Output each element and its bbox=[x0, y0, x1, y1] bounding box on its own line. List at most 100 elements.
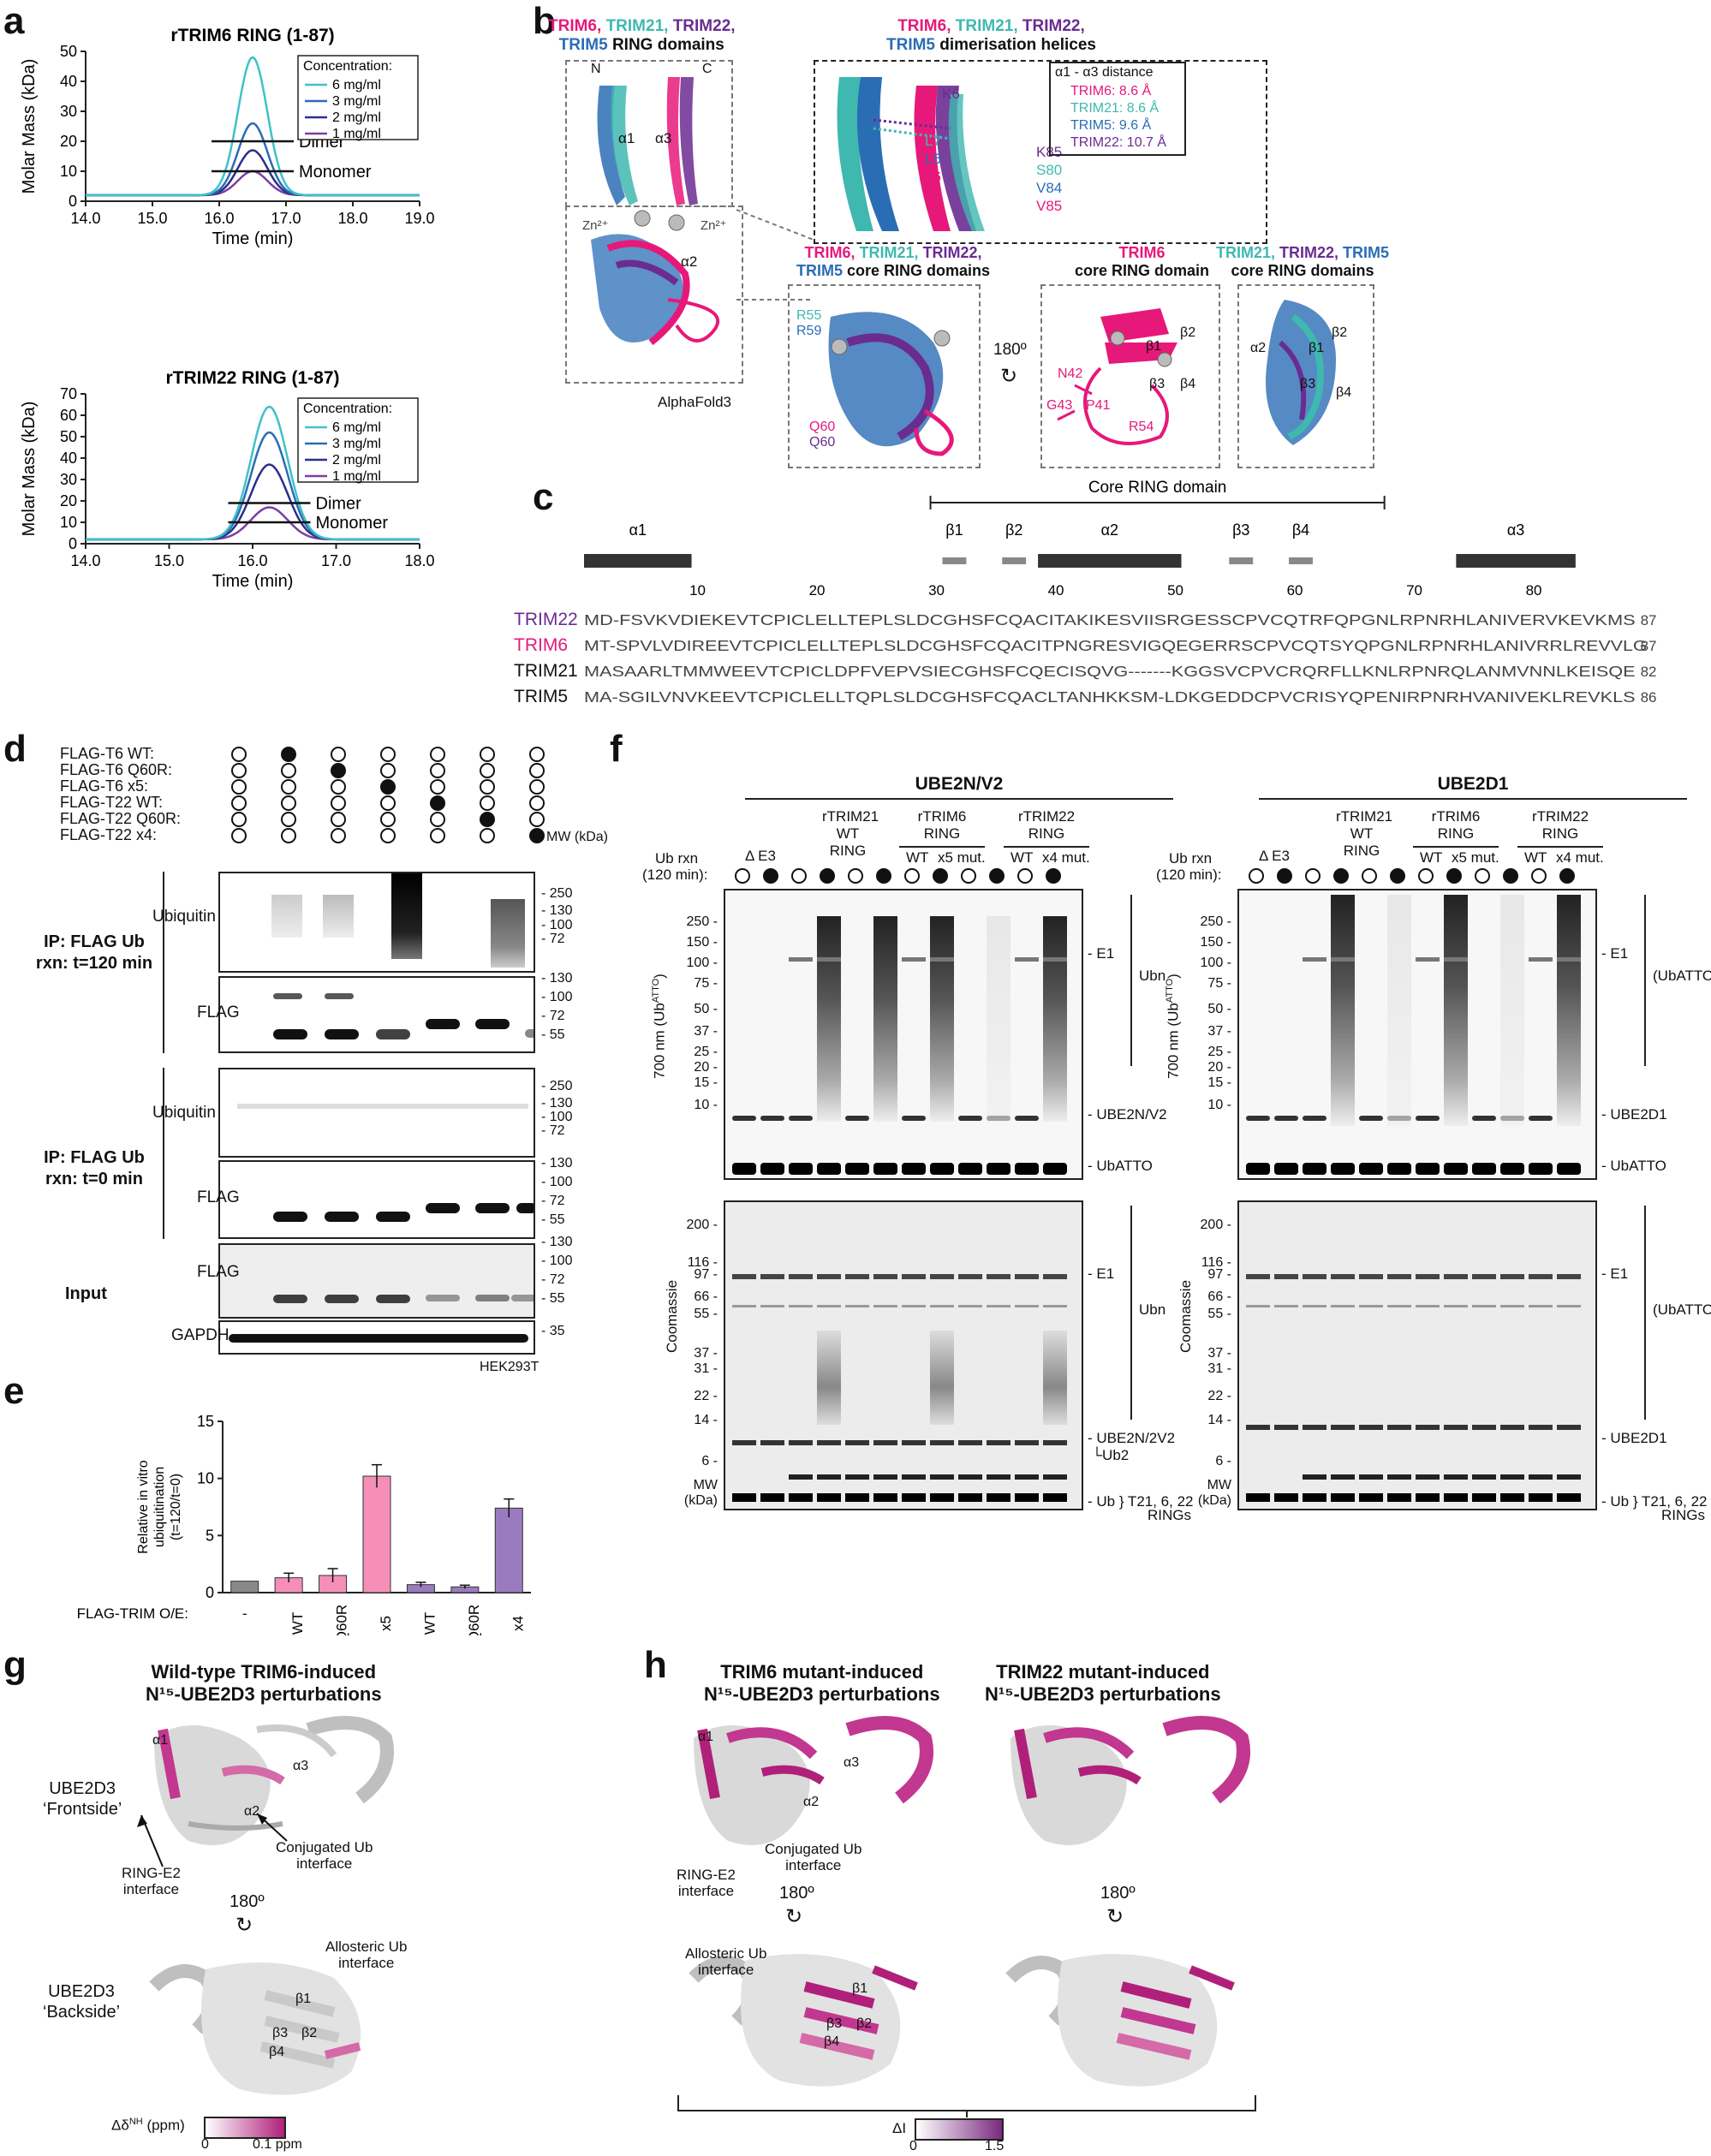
a-y-tick-label: 40 bbox=[60, 73, 77, 90]
d-mw-marker: - 100 bbox=[541, 918, 573, 932]
f-c-band-66 bbox=[930, 1305, 954, 1307]
f-right-c-ubn: (UbATTO)n bbox=[1653, 1301, 1711, 1318]
a-chart-title: rTRIM6 RING (1-87) bbox=[170, 26, 334, 45]
d-lane-dot-empty bbox=[331, 812, 346, 827]
b-h1-rest: RING domains bbox=[607, 36, 724, 54]
f-c-band-ring bbox=[987, 1474, 1011, 1480]
f-e2-title: UBE2N/V2 bbox=[915, 774, 1004, 794]
g-backside-structure bbox=[149, 1962, 361, 2095]
f-c-band-66 bbox=[1043, 1305, 1067, 1307]
f-sub-wt: WT bbox=[906, 849, 929, 866]
c-ss-label: β2 bbox=[1005, 521, 1022, 539]
e-bar bbox=[362, 1475, 391, 1593]
panel-letter-b: b bbox=[533, 0, 556, 42]
f-sub-x5: x5 mut. bbox=[1452, 849, 1499, 866]
c-ruler-number: 20 bbox=[809, 582, 826, 599]
e-category-label: Q60R bbox=[466, 1605, 482, 1635]
d-lane-dot-empty bbox=[281, 795, 296, 811]
h-ann-1: interface bbox=[677, 1883, 735, 1899]
d-faint-band bbox=[237, 1104, 528, 1109]
f-c-band-e2 bbox=[1274, 1425, 1298, 1430]
f-right-c-ub2: └Ub2 bbox=[1092, 1447, 1130, 1463]
f-c-band-e2 bbox=[873, 1440, 897, 1445]
a-legend-title: Concentration: bbox=[303, 402, 392, 416]
b-res-r59: R59 bbox=[796, 324, 822, 338]
f-mw-marker: 25 - bbox=[694, 1045, 718, 1059]
d-mw-marker: - 130 bbox=[541, 971, 573, 986]
f-sub-rule-1 bbox=[1413, 846, 1499, 848]
a-x-tick-label: 19.0 bbox=[404, 210, 434, 227]
h-ann-4: Allosteric Ub bbox=[685, 1945, 767, 1962]
f-mw-marker: 22 - bbox=[694, 1389, 718, 1403]
c-ruler-number: 30 bbox=[928, 582, 945, 599]
f-c-band-ring bbox=[873, 1474, 897, 1480]
h-rot-icon-1: ↻ bbox=[785, 1905, 803, 1928]
b-other-beta2: β2 bbox=[1332, 325, 1348, 340]
f-sub-x5: x5 mut. bbox=[938, 849, 986, 866]
panel-letter-d: d bbox=[3, 728, 27, 770]
b-res-l6-t5: L6 bbox=[925, 151, 941, 167]
a-y-tick-label: 40 bbox=[60, 450, 77, 467]
d-mw-marker: - 72 bbox=[541, 1194, 565, 1208]
h-title-1a: TRIM6 mutant-induced bbox=[720, 1661, 924, 1683]
g-front-1: UBE2D3 bbox=[49, 1779, 116, 1798]
b-alpha3-label: α3 bbox=[655, 130, 672, 146]
f-c-band-e1 bbox=[732, 1274, 756, 1279]
b-h4-trim6: TRIM6 bbox=[1118, 244, 1166, 261]
f-c-band-e1 bbox=[1500, 1274, 1524, 1279]
d-bracket-2 bbox=[163, 1068, 164, 1239]
f-band-e2 bbox=[1416, 1116, 1440, 1121]
b-h3-trim6: TRIM6, bbox=[804, 244, 860, 261]
b-res-n42: N42 bbox=[1058, 366, 1083, 381]
f-c-band-ub bbox=[760, 1493, 784, 1502]
h-beta4: β4 bbox=[824, 2034, 840, 2049]
f-c-band-ub bbox=[1472, 1493, 1496, 1502]
e-y-tick-label: 5 bbox=[206, 1527, 214, 1544]
c-row-name: TRIM5 bbox=[514, 687, 568, 706]
a-x-tick-label: 17.0 bbox=[321, 552, 351, 569]
panel-e-bar-chart: 0 5 10 15 Relative in vitro ubiquitination (t=… bbox=[77, 1413, 531, 1635]
f-gel-fluorescence bbox=[1237, 889, 1597, 1180]
b-res-r55: R55 bbox=[796, 308, 822, 323]
f-lane-dot-empty bbox=[1249, 868, 1264, 884]
d-lane-dot-filled bbox=[529, 828, 545, 843]
c-ruler-number: 60 bbox=[1287, 582, 1303, 599]
a-legend-entry: 3 mg/ml bbox=[332, 94, 381, 109]
f-band-e2 bbox=[1246, 1116, 1270, 1121]
f-band-e1 bbox=[817, 957, 841, 962]
f-c-band-e2 bbox=[1472, 1425, 1496, 1430]
f-mw-marker: 100 - bbox=[1200, 956, 1231, 970]
f-sub-x4: x4 mut. bbox=[1042, 849, 1090, 866]
d-lane-dot-empty bbox=[281, 812, 296, 827]
g-alpha1: α1 bbox=[152, 1733, 169, 1748]
f-band-ub bbox=[1274, 1163, 1298, 1175]
f-band-ub bbox=[732, 1163, 756, 1175]
d-lane-dot-empty bbox=[231, 812, 247, 827]
d-mw-marker: - 100 bbox=[541, 1175, 573, 1189]
a-chart-title: rTRIM22 RING (1-87) bbox=[165, 368, 339, 388]
f-band-e2 bbox=[732, 1116, 756, 1121]
h-trim6-frontside bbox=[694, 1716, 933, 1845]
f-c-smear bbox=[817, 1331, 841, 1425]
e-y-tick-label: 15 bbox=[197, 1413, 214, 1430]
g-ann-5: interface bbox=[338, 1955, 395, 1971]
f-c-band-ring bbox=[789, 1474, 813, 1480]
f-c-band-ring bbox=[1529, 1474, 1553, 1480]
f-gel-coomassie bbox=[724, 1200, 1083, 1510]
b-t6-core-box bbox=[1040, 284, 1220, 468]
f-c-band-66 bbox=[1359, 1305, 1383, 1307]
a-legend-entry: 6 mg/ml bbox=[332, 420, 381, 435]
a-y-label: Molar Mass (kDa) bbox=[20, 59, 39, 194]
f-c-band-e2 bbox=[1331, 1425, 1355, 1430]
g-scale-label: ΔδNH (ppm) bbox=[111, 2117, 185, 2135]
f-lane-dot-empty bbox=[1531, 868, 1547, 884]
a-y-tick-label: 20 bbox=[60, 492, 77, 509]
g-rot-icon: ↻ bbox=[235, 1914, 253, 1937]
b-h2-trim21: TRIM21, bbox=[955, 17, 1022, 35]
f-band-e2 bbox=[1359, 1116, 1383, 1121]
b-distance-title: α1 - α3 distance bbox=[1055, 65, 1154, 80]
g-scale-sup: NH bbox=[128, 2117, 143, 2127]
f-lane-trim21: rTRIM21 WT RING bbox=[1336, 808, 1393, 859]
d-lane-dot-empty bbox=[480, 828, 495, 843]
f-right-c-ubn: Ubn bbox=[1139, 1301, 1166, 1318]
